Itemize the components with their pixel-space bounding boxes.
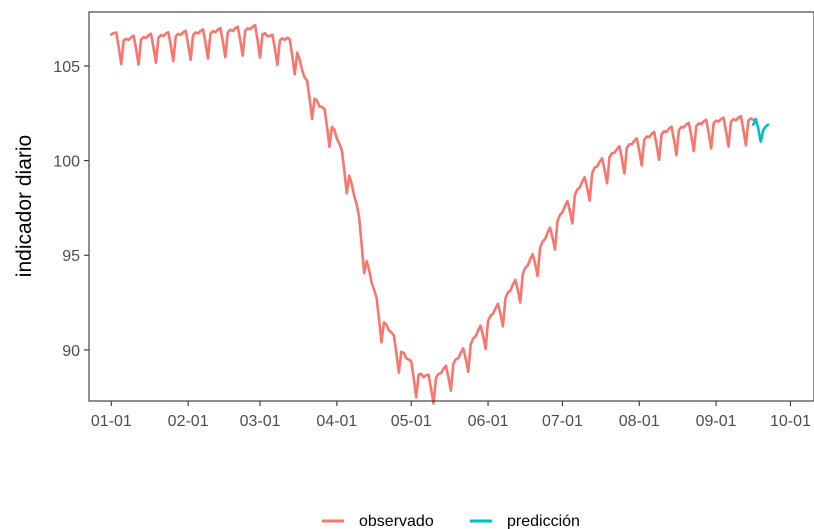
y-tick-label: 105 <box>53 59 80 76</box>
y-tick-label: 100 <box>53 154 80 171</box>
series-line-observado <box>110 23 755 405</box>
x-tick-label: 04-01 <box>316 413 357 430</box>
series-layer <box>110 23 770 405</box>
legend-label-prediccion: predicción <box>507 513 580 529</box>
y-tick-label: 95 <box>62 248 80 265</box>
x-tick-label: 07-01 <box>542 413 583 430</box>
y-tick-label: 90 <box>62 343 80 360</box>
series-line-prediccion <box>751 117 770 143</box>
x-axis: 01-01 02-01 03-01 04-01 05-01 06-01 07-01 08-01… <box>91 401 811 430</box>
x-tick-label: 03-01 <box>240 413 281 430</box>
plot-background <box>89 12 814 401</box>
x-tick-label: 09-01 <box>696 413 737 430</box>
plot-panel-border <box>88 11 814 402</box>
y-axis-title: indicador diario <box>13 135 36 277</box>
x-tick-label: 05-01 <box>391 413 432 430</box>
x-tick-label: 06-01 <box>468 413 509 430</box>
x-tick-label: 02-01 <box>168 413 209 430</box>
x-tick-label: 08-01 <box>619 413 660 430</box>
x-tick-label: 01-01 <box>91 413 132 430</box>
x-tick-label: 10-01 <box>770 413 811 430</box>
y-axis: 90 95 100 105 <box>53 59 89 360</box>
legend: observado predicción <box>322 513 580 529</box>
legend-label-observado: observado <box>359 513 434 529</box>
